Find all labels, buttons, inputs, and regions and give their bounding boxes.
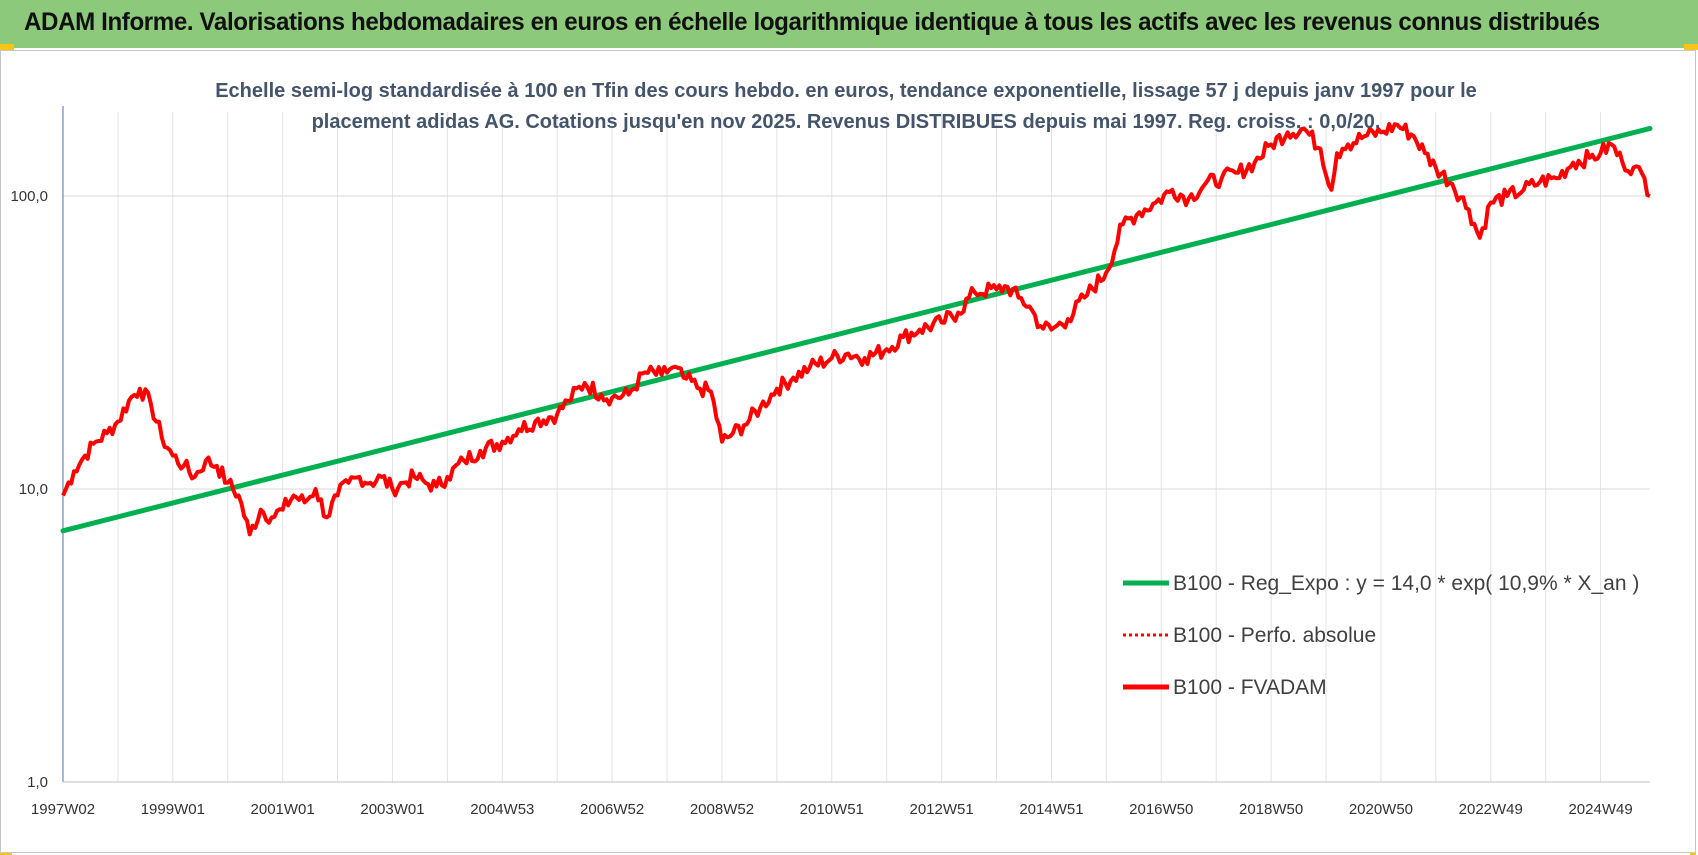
banner-title: ADAM Informe. Valorisations hebdomadaire… [24, 8, 1600, 36]
x-tick-label: 2004W53 [470, 801, 534, 818]
x-tick-label: 1999W01 [141, 801, 205, 818]
x-tick-label: 2003W01 [360, 801, 424, 818]
series-reg-expo-line [60, 125, 1653, 534]
y-tick-labels: 1,0 10,0 100,0 [10, 188, 48, 791]
x-tick-label: 2010W51 [800, 801, 864, 818]
chart-subtitle-line-2: placement adidas AG. Cotations jusqu'en … [312, 111, 1381, 133]
legend-label: B100 - Reg_Expo : y = 14,0 * exp( 10,9% … [1173, 572, 1639, 595]
x-tick-label: 2001W01 [251, 801, 315, 818]
x-tick-label: 2020W50 [1349, 801, 1413, 818]
legend-label: B100 - FVADAM [1173, 676, 1327, 699]
title-banner: ADAM Informe. Valorisations hebdomadaire… [0, 0, 1698, 48]
chart-subtitle-line-1: Echelle semi-log standardisée à 100 en T… [215, 80, 1477, 102]
x-tick-label: 2012W51 [910, 801, 974, 818]
y-tick-label: 10,0 [19, 481, 48, 498]
legend: B100 - Reg_Expo : y = 14,0 * exp( 10,9% … [1123, 572, 1639, 699]
corner-mark-top-left [0, 44, 14, 50]
y-tick-label: 100,0 [10, 188, 48, 205]
x-tick-label: 2018W50 [1239, 801, 1303, 818]
y-tick-label: 1,0 [27, 774, 48, 791]
x-tick-label: 2008W52 [690, 801, 754, 818]
x-tick-label: 2014W51 [1019, 801, 1083, 818]
x-tick-label: 1997W02 [31, 801, 95, 818]
series-fvadam-line [61, 122, 1651, 537]
x-tick-labels: 1997W02 1999W01 2001W01 2003W01 2004W53 2006W… [31, 801, 1633, 818]
x-tick-label: 2022W49 [1459, 801, 1523, 818]
x-tick-label: 2024W49 [1568, 801, 1632, 818]
corner-mark-top-right [1684, 44, 1698, 50]
series-layer [60, 122, 1653, 537]
x-tick-label: 2006W52 [580, 801, 644, 818]
x-tick-label: 2016W50 [1129, 801, 1193, 818]
legend-label: B100 - Perfo. absolue [1173, 624, 1376, 647]
gridlines [62, 112, 1650, 783]
